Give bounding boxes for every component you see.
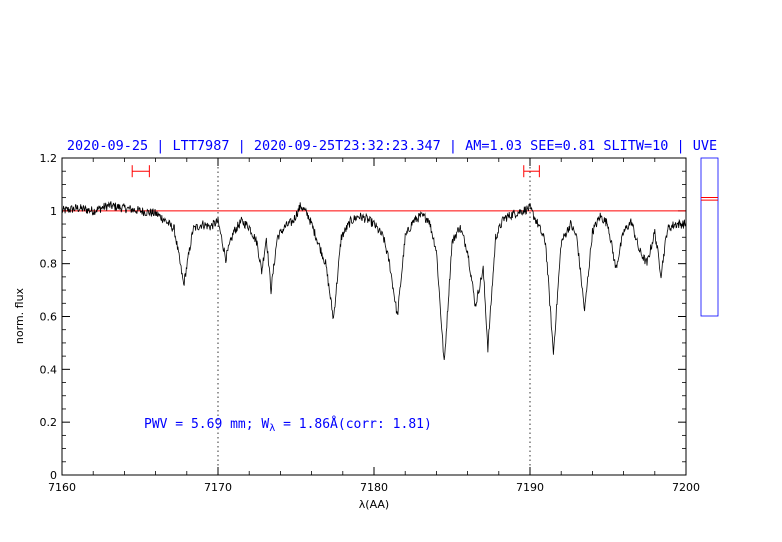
y-axis-label: norm. flux [13,287,26,344]
pwv-annotation: PWV = 5.69 mm; Wλ = 1.86Å(corr: 1.81) [144,416,432,434]
y-axis: 0 0.2 0.4 0.6 0.8 1 1.2 [40,152,686,482]
x-tick-label: 7170 [204,481,232,494]
continuum-windows [131,165,540,178]
x-tick-label: 7180 [360,481,388,494]
pwv-prefix: PWV = 5.69 mm; W [144,417,269,432]
y-tick-label: 0.8 [40,258,58,271]
pwv-suffix: = 1.86Å(corr: 1.81) [275,416,432,432]
plot-frame [61,157,687,476]
side-panel-box [700,157,719,317]
side-panel [700,157,719,317]
y-tick-label: 1.2 [40,152,58,165]
chart-title: 2020-09-25 | LTT7987 | 2020-09-25T23:32:… [67,138,717,154]
x-tick-label: 7160 [48,481,76,494]
y-tick-label: 1 [50,205,57,218]
reference-lines [217,158,531,475]
y-tick-label: 0 [50,469,57,482]
pwv-subscript: λ [269,423,275,434]
x-tick-label: 7190 [516,481,544,494]
x-tick-label: 7200 [672,481,700,494]
y-tick-label: 0.2 [40,416,58,429]
series-line-spectrum [61,201,687,361]
x-axis: 7160 7170 7180 7190 7200 [48,158,700,494]
x-axis-label: λ(AA) [359,498,389,511]
y-tick-label: 0.6 [40,311,58,324]
y-tick-label: 0.4 [40,363,58,376]
